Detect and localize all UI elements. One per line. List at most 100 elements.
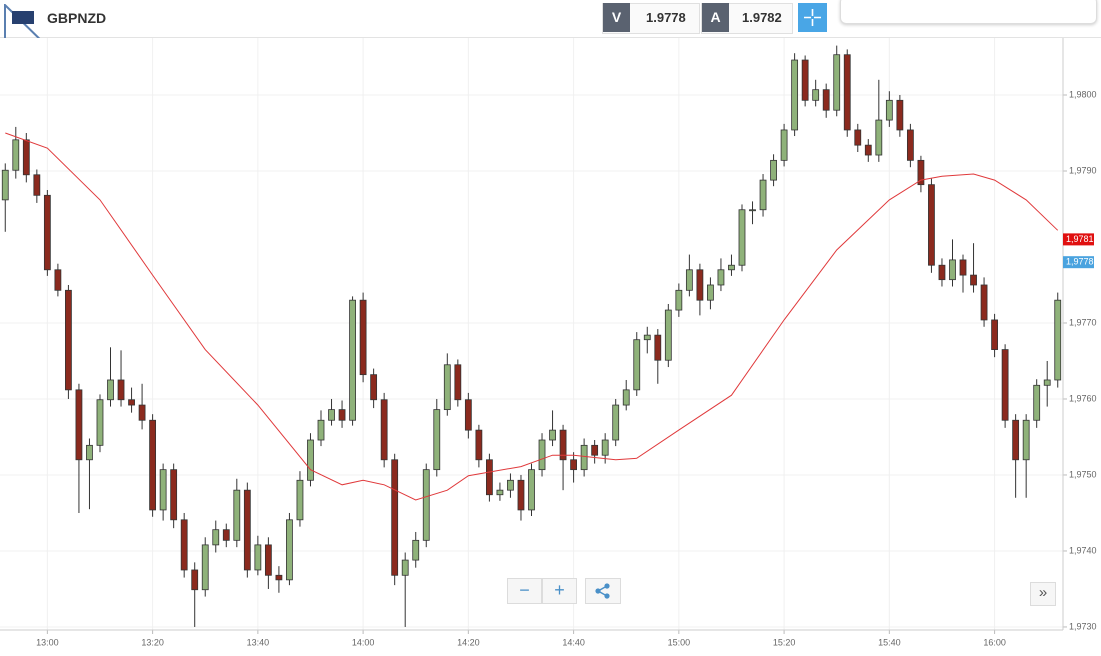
candle-body [159, 469, 167, 511]
zoom-in-button[interactable]: + [542, 578, 577, 604]
candle-body [685, 269, 693, 291]
candle-body [180, 519, 188, 571]
candle-body [359, 299, 367, 376]
candle-body [338, 409, 346, 421]
candle-body [696, 269, 704, 301]
symbol: GBPNZD [47, 10, 107, 26]
candle-body [1001, 349, 1009, 421]
candle-body [664, 309, 672, 361]
candle-body [770, 159, 777, 181]
candle-body [559, 429, 567, 461]
candle-body [464, 399, 472, 431]
candle-body [738, 209, 746, 266]
candle-body [401, 559, 409, 576]
candle-body [707, 284, 714, 301]
candle-body [822, 89, 830, 111]
scroll-right-button[interactable]: » [1030, 582, 1056, 606]
candle-body [422, 469, 430, 541]
x-tick-label: 15:40 [878, 637, 901, 647]
x-tick-label: 14:20 [457, 637, 480, 647]
candle-body [906, 129, 914, 161]
candle-body [507, 479, 514, 491]
x-tick-label: 13:00 [36, 637, 59, 647]
candle-body [622, 389, 630, 406]
share-button[interactable] [585, 578, 621, 604]
candle-body [328, 409, 335, 421]
candle-body [370, 374, 378, 401]
candle-body [570, 459, 577, 471]
candle-body [264, 544, 272, 576]
candle-body [643, 334, 651, 341]
price-marker-label: 1,9778 [1066, 257, 1094, 267]
sell-button[interactable]: V [603, 3, 630, 32]
dropdown-panel[interactable] [840, 0, 1097, 24]
candle-body [812, 89, 820, 101]
candle-body [970, 274, 977, 286]
candle-body [75, 389, 83, 461]
candle-body [170, 469, 178, 521]
candle-body [1033, 384, 1041, 421]
candle-body [549, 429, 556, 441]
candle-body [317, 419, 325, 441]
candle-body [191, 569, 199, 591]
candle-body [885, 99, 893, 121]
candle-body [896, 99, 904, 131]
zoom-out-button[interactable]: − [507, 578, 542, 604]
price-marker-label: 1,9781 [1066, 234, 1094, 244]
candle-body [496, 489, 504, 496]
candle-body [96, 399, 104, 446]
candle-body [149, 419, 157, 511]
candle-body [654, 334, 662, 361]
candle-body [233, 489, 241, 541]
x-tick-label: 15:00 [668, 637, 691, 647]
candle-body [854, 129, 862, 146]
candle-body [675, 289, 683, 311]
candle-body [443, 364, 451, 411]
candle-body [875, 119, 883, 156]
candle-body [349, 299, 356, 421]
candle-body [201, 544, 209, 591]
y-tick-label: 1,9750 [1069, 469, 1097, 479]
moving-average [5, 132, 1059, 501]
candle-body [1043, 379, 1051, 386]
candle-body [528, 469, 535, 511]
candle-body [22, 139, 30, 176]
candle-body [791, 59, 799, 131]
candle-body [254, 544, 262, 571]
candle-body [538, 439, 546, 471]
candle-body [286, 519, 293, 581]
buy-button[interactable]: A [702, 3, 729, 32]
y-tick-label: 1,9760 [1069, 393, 1097, 403]
candle-body [212, 529, 220, 546]
y-tick-label: 1,9730 [1069, 621, 1097, 631]
candle-body [107, 379, 114, 401]
candle-body [928, 184, 935, 266]
candle-body [717, 269, 725, 286]
candle-body [43, 194, 51, 271]
candle-body [12, 139, 20, 171]
candle-body [65, 289, 72, 391]
candle-body [633, 339, 641, 391]
candle-body [917, 159, 925, 186]
candle-body [864, 144, 872, 156]
crosshair-button[interactable] [798, 3, 827, 32]
candle-body [728, 264, 735, 271]
candle-body [1, 169, 9, 201]
x-tick-label: 13:40 [247, 637, 270, 647]
candle-body [959, 259, 967, 276]
plot-area [0, 38, 1063, 630]
candle-body [33, 174, 41, 196]
y-tick-label: 1,9770 [1069, 317, 1097, 327]
x-tick-label: 14:40 [562, 637, 585, 647]
candle-body [117, 379, 125, 401]
candle-body [938, 264, 946, 281]
candle-body [843, 54, 851, 131]
candle-body [222, 529, 230, 541]
candle-body [749, 209, 756, 212]
candle-body [54, 269, 62, 291]
candle-body [475, 429, 483, 461]
y-tick-label: 1,9800 [1069, 89, 1097, 99]
toolbar: GBPNZD V 1.9778 A 1.9782 [0, 0, 1101, 54]
candle-body [86, 444, 93, 461]
